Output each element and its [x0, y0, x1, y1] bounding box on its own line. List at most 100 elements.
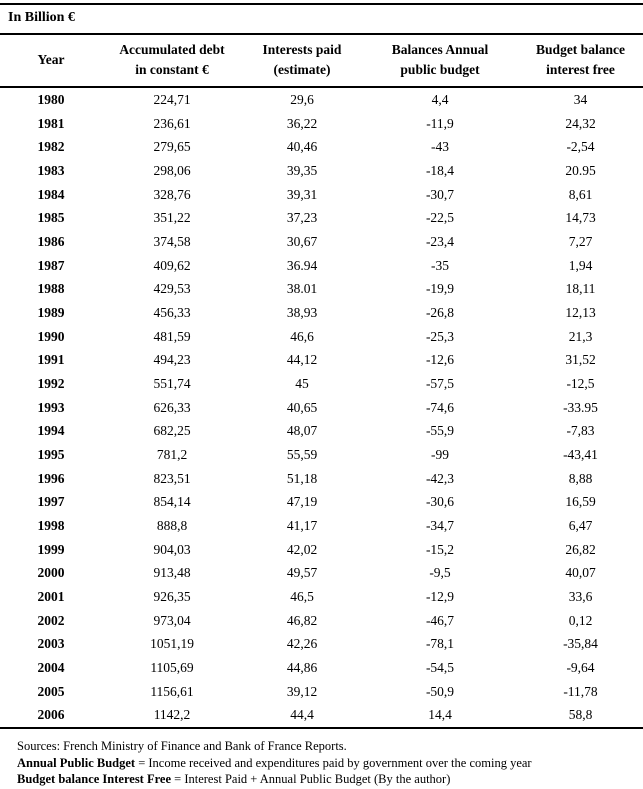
table-row: 1999 904,03 42,02 -15,2 26,82: [0, 538, 643, 562]
value-cell: 37,23: [286, 210, 318, 226]
year-cell: 1988: [37, 281, 65, 297]
bottom-rule: [0, 727, 643, 730]
value-cell: 8,88: [568, 470, 593, 486]
table-row: 1988 429,53 38.01 -19,9 18,11: [0, 277, 643, 301]
column-header-balances-annual: Balances Annual public budget: [362, 35, 518, 88]
header-row: Year Accumulated debt in constant € Inte…: [0, 35, 643, 88]
value-cell: -99: [431, 447, 449, 463]
value-cell: 14,73: [565, 210, 596, 226]
table-unit-caption: In Billion €: [8, 10, 75, 25]
value-cell: 926,35: [153, 589, 191, 605]
value-cell: -33.95: [563, 399, 598, 415]
value-cell: 47,19: [286, 494, 318, 510]
value-cell: -78,1: [425, 636, 455, 652]
table-row: 1995 781,2 55,59 -99 -43,41: [0, 443, 643, 467]
value-cell: -23,4: [425, 234, 455, 250]
table-row: 2002 973,04 46,82 -46,7 0,12: [0, 609, 643, 633]
value-cell: 46,82: [286, 612, 318, 628]
year-cell: 2001: [37, 589, 65, 605]
value-cell: 1,94: [568, 257, 593, 273]
year-cell: 2000: [37, 565, 65, 581]
value-cell: 854,14: [153, 494, 191, 510]
value-cell: 29,6: [290, 92, 314, 107]
value-cell: 26,82: [565, 541, 596, 557]
year-cell: 1989: [37, 305, 65, 321]
value-cell: -42,3: [425, 470, 455, 486]
year-cell: 2003: [37, 636, 65, 652]
value-cell: -34,7: [425, 518, 455, 534]
table-row: 2000 913,48 49,57 -9,5 40,07: [0, 561, 643, 585]
note-term: Budget balance Interest Free: [17, 772, 172, 787]
value-cell: -15,2: [425, 541, 455, 557]
year-cell: 1983: [37, 163, 65, 179]
value-cell: 49,57: [286, 565, 318, 581]
value-cell: 823,51: [153, 470, 191, 486]
budget-balance-note: Budget balance Interest Free = Interest …: [17, 771, 633, 788]
value-cell: -9,64: [566, 660, 595, 676]
table-row: 1992 551,74 45 -57,5 -12,5: [0, 372, 643, 396]
table-row: 2006 1142,2 44,4 14,4 58,8: [0, 703, 643, 727]
value-cell: 374,58: [153, 234, 191, 250]
value-cell: 351,22: [153, 210, 191, 226]
value-cell: -30,6: [425, 494, 455, 510]
table-row: 1994 682,25 48,07 -55,9 -7,83: [0, 419, 643, 443]
table-row: 2001 926,35 46,5 -12,9 33,6: [0, 585, 643, 609]
year-cell: 1996: [37, 470, 65, 486]
value-cell: 39,35: [286, 163, 318, 179]
value-cell: 236,61: [153, 115, 191, 131]
value-cell: 46,5: [290, 589, 314, 605]
value-cell: -74,6: [425, 399, 455, 415]
value-cell: -50,9: [425, 683, 455, 699]
year-cell: 1999: [37, 541, 65, 557]
year-cell: 1998: [37, 518, 65, 534]
value-cell: 481,59: [153, 328, 191, 344]
value-cell: 298,06: [153, 163, 191, 179]
value-cell: -12,5: [566, 376, 595, 392]
value-cell: -9,5: [429, 565, 451, 581]
value-cell: 33,6: [568, 589, 593, 605]
note-text: = Income received and expenditures paid …: [135, 755, 532, 770]
value-cell: 48,07: [286, 423, 318, 439]
value-cell: 46,6: [290, 328, 314, 344]
value-cell: 1156,61: [150, 683, 194, 699]
value-cell: 8,61: [568, 186, 593, 202]
year-cell: 1982: [37, 139, 65, 155]
value-cell: 42,02: [286, 541, 318, 557]
value-cell: 39,31: [286, 186, 318, 202]
table-row: 1990 481,59 46,6 -25,3 21,3: [0, 325, 643, 349]
year-cell: 1993: [37, 399, 65, 415]
table-row: 2004 1105,69 44,86 -54,5 -9,64: [0, 656, 643, 680]
year-cell: 1997: [37, 494, 65, 510]
value-cell: 18,11: [565, 281, 596, 297]
value-cell: -7,83: [566, 423, 595, 439]
value-cell: 30,67: [286, 234, 318, 250]
year-cell: 1980: [37, 92, 65, 107]
value-cell: 40,65: [286, 399, 318, 415]
value-cell: 1051,19: [150, 636, 194, 652]
value-cell: 888,8: [156, 518, 188, 534]
value-cell: -30,7: [425, 186, 455, 202]
value-cell: -19,9: [425, 281, 455, 297]
value-cell: 38.01: [286, 281, 318, 297]
year-cell: 1986: [37, 234, 65, 250]
value-cell: 1105,69: [150, 660, 194, 676]
table-row: 1982 279,65 40,46 -43 -2,54: [0, 135, 643, 159]
note-term: Annual Public Budget: [17, 755, 136, 770]
value-cell: 40,07: [565, 565, 596, 581]
table-row: 1993 626,33 40,65 -74,6 -33.95: [0, 396, 643, 420]
year-cell: 2006: [37, 707, 65, 723]
year-cell: 1985: [37, 210, 65, 226]
value-cell: 34: [573, 92, 588, 107]
value-cell: 904,03: [153, 541, 191, 557]
value-cell: -22,5: [425, 210, 455, 226]
table-row: 1997 854,14 47,19 -30,6 16,59: [0, 490, 643, 514]
value-cell: 551,74: [153, 376, 191, 392]
table-row: 1989 456,33 38,93 -26,8 12,13: [0, 301, 643, 325]
value-cell: 36.94: [286, 257, 318, 273]
value-cell: 40,46: [286, 139, 318, 155]
value-cell: -11,9: [426, 115, 454, 131]
value-cell: 55,59: [286, 447, 318, 463]
footnotes: Sources: French Ministry of Finance and …: [0, 729, 643, 788]
value-cell: -43,41: [563, 447, 598, 463]
caption-rule: [0, 33, 643, 35]
